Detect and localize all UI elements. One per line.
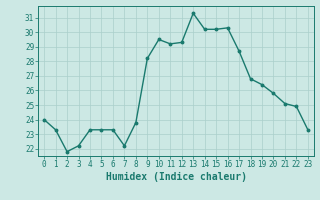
- X-axis label: Humidex (Indice chaleur): Humidex (Indice chaleur): [106, 172, 246, 182]
